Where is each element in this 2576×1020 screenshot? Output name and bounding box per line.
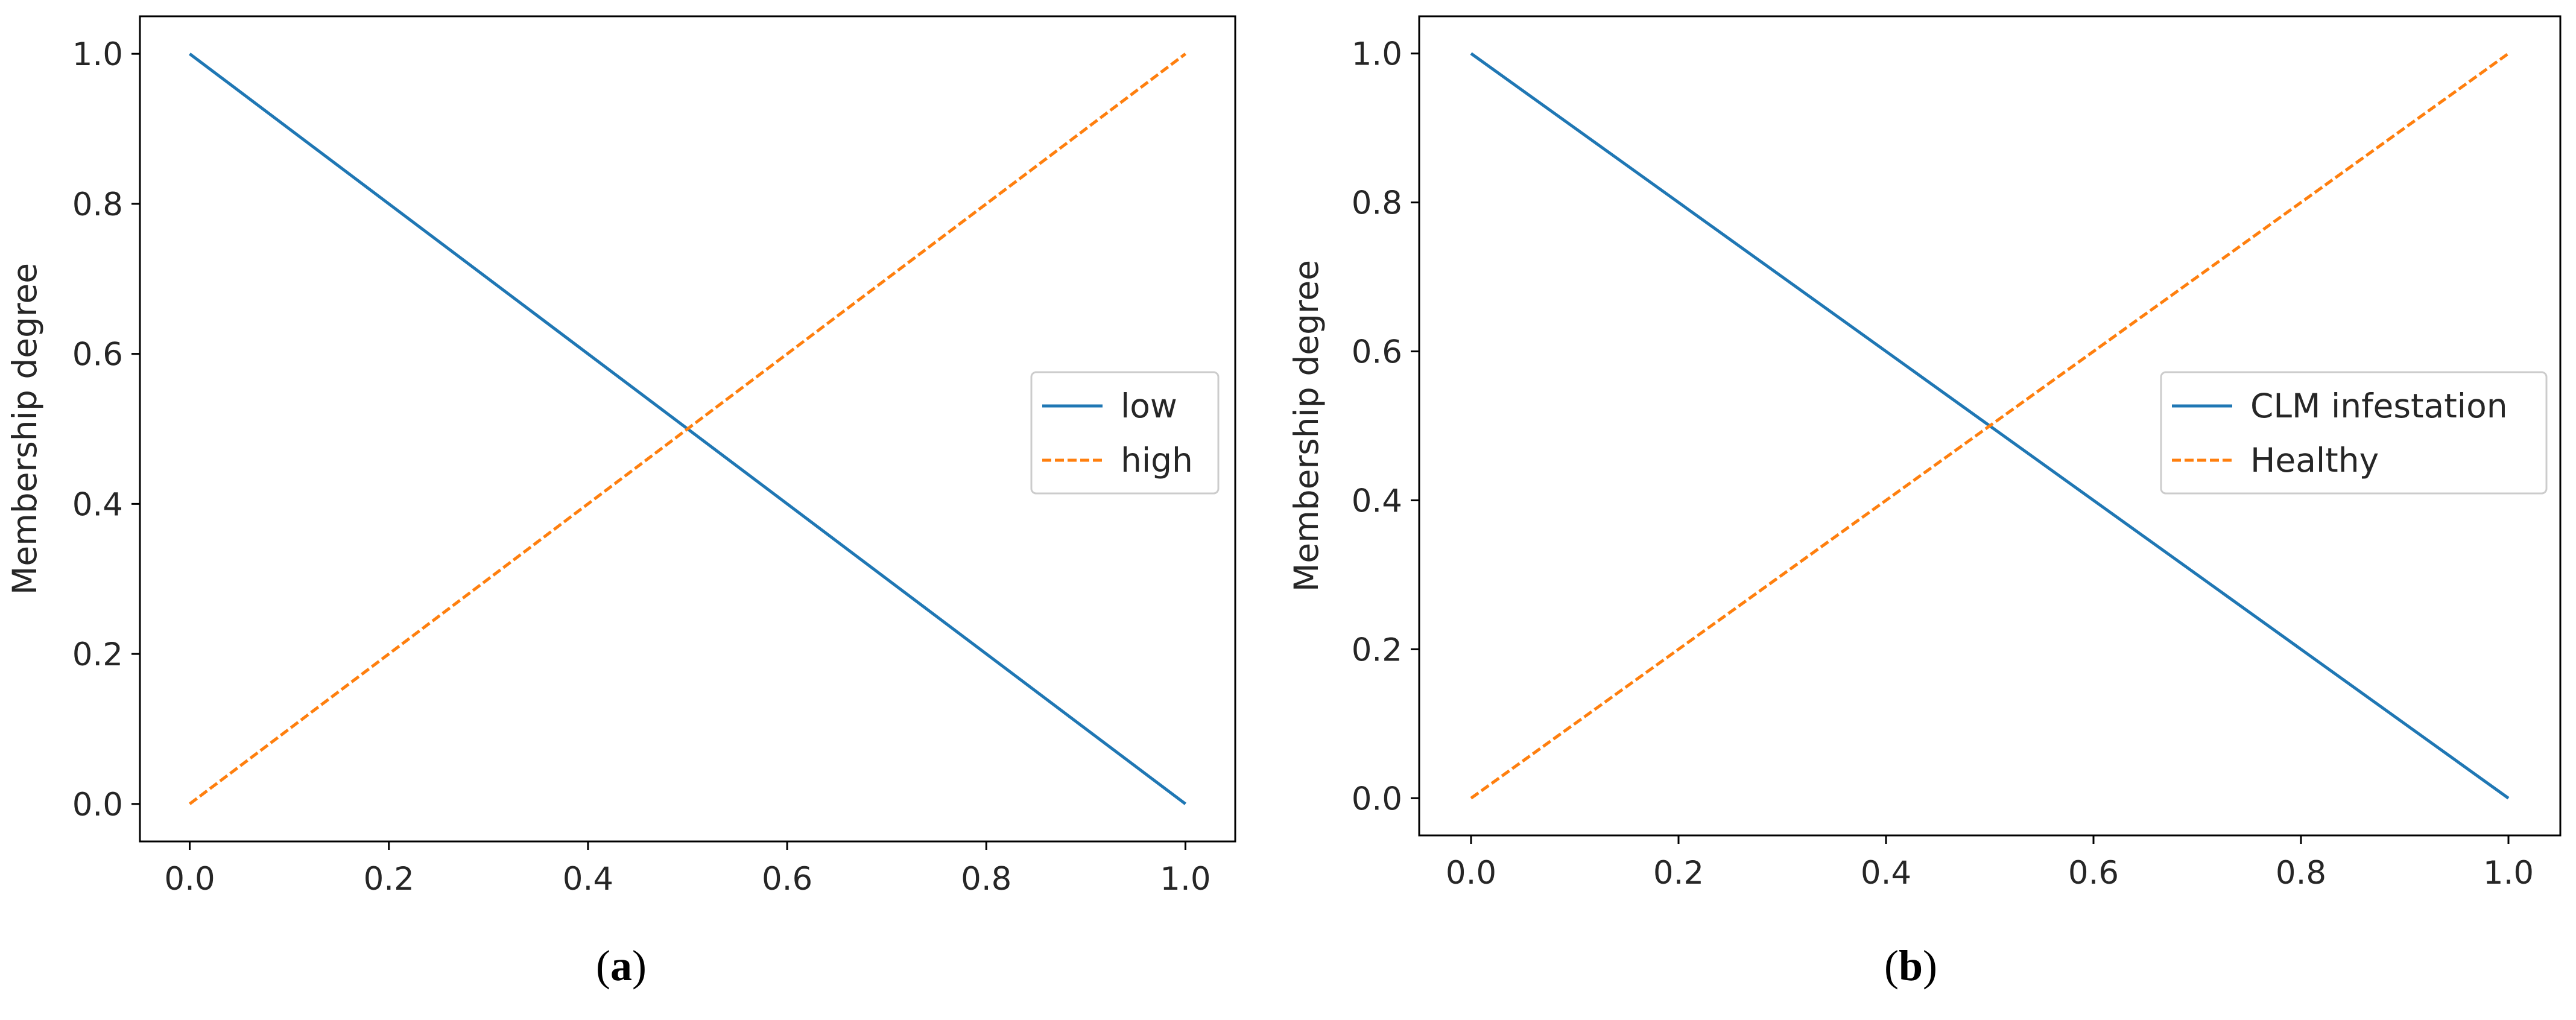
caption-open-paren: ( [596,942,610,990]
y-tick-label: 0.6 [1352,334,1402,371]
x-tick-label: 1.0 [2483,855,2534,892]
panel-caption: (a) [596,942,647,990]
y-tick-label: 0.6 [72,337,123,373]
caption-close-paren: ) [632,942,647,990]
y-tick-label: 0.8 [72,186,123,223]
y-tick-label: 1.0 [1352,36,1402,73]
x-tick-label: 1.0 [1160,861,1210,898]
y-tick-label: 0.0 [72,787,123,823]
legend-box [2160,371,2548,495]
x-tick-label: 0.6 [2068,855,2119,892]
y-tick-label: 0.2 [72,636,123,673]
legend: low high [1030,371,1220,495]
legend-label: CLM infestation [2250,387,2508,425]
x-tick-label: 0.8 [961,861,1011,898]
series-line-high [188,52,1187,805]
x-tick-label: 0.4 [1861,855,1911,892]
series-line-healthy [1470,52,2510,800]
x-tick-label: 0.4 [563,861,613,898]
x-tick-label: 0.6 [762,861,812,898]
x-tick-label: 0.0 [1446,855,1496,892]
axes-frame [1418,15,2562,837]
y-tick-label: 0.0 [1352,781,1402,817]
caption-letter: b [1899,942,1923,990]
y-tick-label: 1.0 [72,36,123,73]
caption-close-paren: ) [1923,942,1937,990]
y-tick-label: 0.4 [72,486,123,523]
legend-label: Healthy [2250,441,2379,480]
y-tick-label: 0.4 [1352,483,1402,519]
chart-panel-a: 0.0 0.2 0.4 0.6 0.8 1.0 0.0 0.2 0.4 0.6 0.8 1.0 Memb… [5,15,1236,990]
chart-panel-b: 0.0 0.2 0.4 0.6 0.8 1.0 0.0 0.2 0.4 0.6 0.8 1.0 Memb… [1287,15,2562,990]
legend-label: high [1121,441,1193,480]
legend-label: low [1121,387,1177,425]
y-axis-label: Membership degree [5,263,44,595]
x-tick-label: 0.2 [1653,855,1704,892]
axes-frame [139,15,1236,843]
legend-box [1030,371,1220,495]
caption-open-paren: ( [1884,942,1899,990]
x-tick-label: 0.0 [164,861,215,898]
legend: CLM infestation Healthy [2160,371,2548,495]
y-axis-label: Membership degree [1287,260,1326,592]
panel-caption: (b) [1884,942,1937,990]
x-tick-label: 0.8 [2276,855,2326,892]
x-tick-label: 0.2 [364,861,414,898]
y-tick-label: 0.2 [1352,632,1402,668]
caption-letter: a [610,942,632,990]
y-tick-label: 0.8 [1352,185,1402,222]
